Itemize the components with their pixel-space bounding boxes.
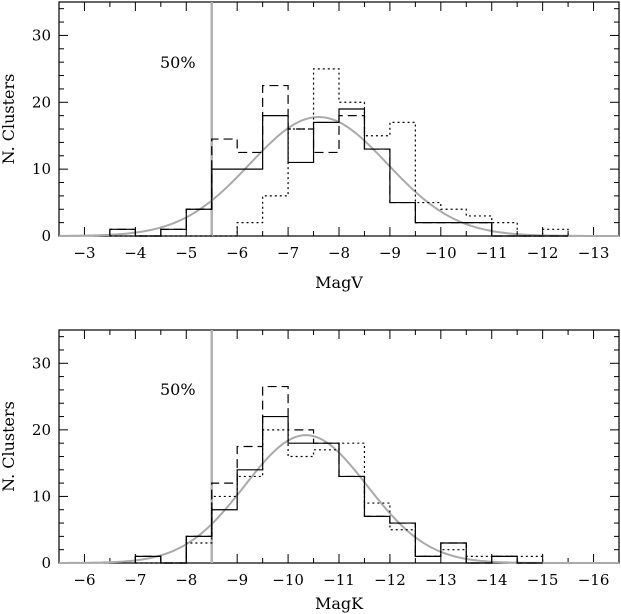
chart-panel-2: −6 −7 −8 −9 −10 −11 −12 −13 −14 −15 −16 0 10 20 30 MagK… <box>0 329 620 613</box>
completeness-label: 50% <box>160 53 196 72</box>
x-tick-label: −7 <box>124 571 146 589</box>
y-tick-label: 30 <box>32 26 51 44</box>
x-tick-label: −4 <box>124 244 146 262</box>
x-tick-label: −6 <box>73 571 95 589</box>
x-tick-label: −7 <box>277 244 299 262</box>
x-tick-label: −6 <box>226 244 248 262</box>
histogram-dashed <box>109 84 569 237</box>
x-tick-label: −15 <box>527 571 559 589</box>
completeness-label: 50% <box>160 380 196 399</box>
x-axis-label: MagV <box>315 273 363 292</box>
y-tick-label: 0 <box>41 227 51 245</box>
y-tick-label: 10 <box>32 487 51 505</box>
y-axis-label: N. Clusters <box>0 401 18 492</box>
x-tick-label: −13 <box>578 244 610 262</box>
y-tick-label: 30 <box>32 354 51 372</box>
x-tick-label: −12 <box>527 244 559 262</box>
x-tick-label: −11 <box>476 244 508 262</box>
y-axis-label: N. Clusters <box>0 74 18 165</box>
x-tick-label: −10 <box>425 244 457 262</box>
histogram-dotted <box>109 68 569 237</box>
x-tick-label: −12 <box>374 571 406 589</box>
x-tick-label: −9 <box>379 244 401 262</box>
x-tick-label: −14 <box>476 571 508 589</box>
y-tick-label: 10 <box>32 160 51 178</box>
y-tick-label: 20 <box>32 421 51 439</box>
x-tick-label: −5 <box>175 244 197 262</box>
x-tick-label: −8 <box>328 244 350 262</box>
y-tick-label: 20 <box>32 93 51 111</box>
histogram-dotted <box>135 429 544 564</box>
x-axis-label: MagK <box>315 594 364 613</box>
x-tick-label: −9 <box>226 571 248 589</box>
chart-panel-1: −3 −4 −5 −6 −7 −8 −9 −10 −11 −12 −13 0 10 20 30 MagV N. … <box>0 1 620 292</box>
histogram-dashed <box>134 385 543 564</box>
y-tick-label: 0 <box>41 554 51 572</box>
x-tick-label: −10 <box>272 571 304 589</box>
histogram-solid <box>134 415 543 564</box>
x-tick-label: −13 <box>425 571 457 589</box>
x-tick-label: −11 <box>323 571 355 589</box>
x-tick-label: −8 <box>175 571 197 589</box>
x-tick-label: −16 <box>578 571 610 589</box>
x-tick-label: −3 <box>73 244 95 262</box>
